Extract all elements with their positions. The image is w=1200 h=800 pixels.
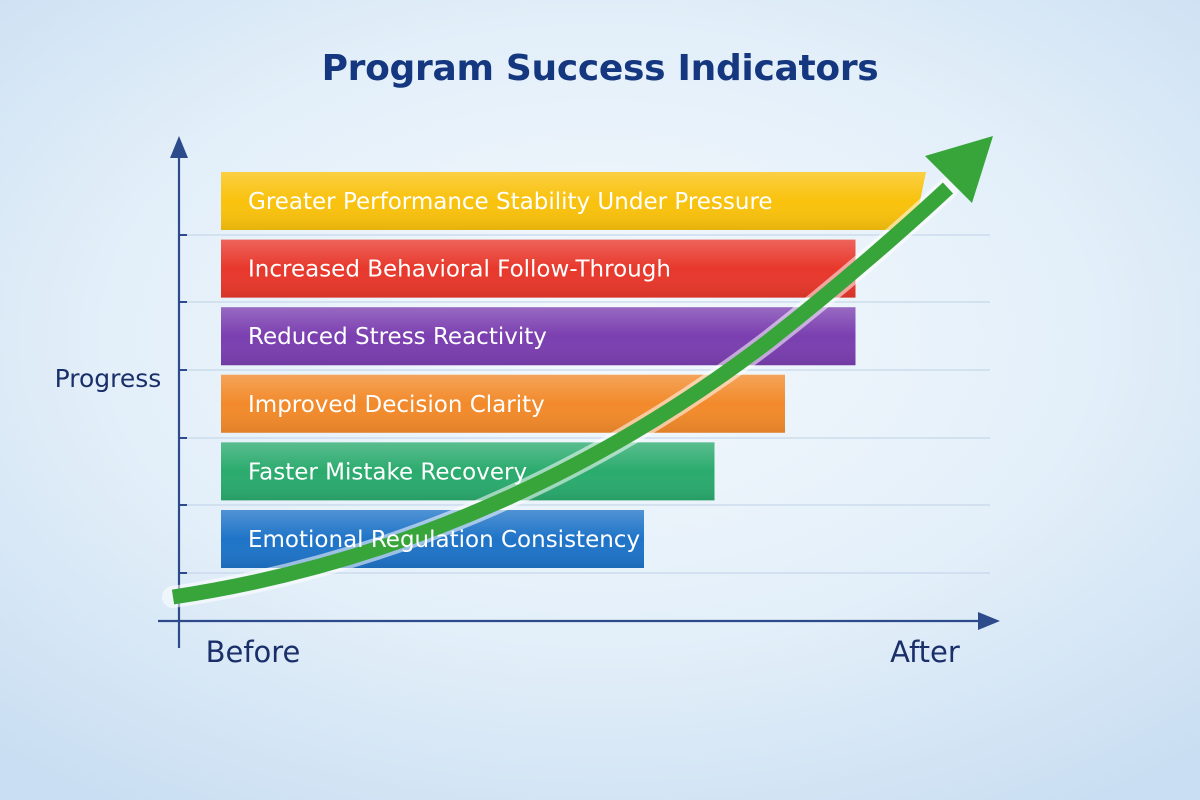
trend-arrow-shaft — [171, 182, 954, 605]
bar-label: Greater Performance Stability Under Pres… — [248, 189, 773, 215]
chart-title: Program Success Indicators — [321, 48, 879, 89]
bar-shading — [221, 239, 856, 298]
x-axis-arrowhead — [978, 612, 1000, 630]
bar-shading — [221, 307, 856, 366]
bar-label: Faster Mistake Recovery — [248, 459, 527, 485]
y-axis-label: Progress — [55, 364, 162, 393]
trend-arrowhead — [925, 136, 993, 203]
y-axis-arrowhead — [170, 136, 188, 158]
bar-label: Improved Decision Clarity — [248, 392, 545, 418]
axes: Progress Before After — [55, 136, 1000, 669]
trend-arrow — [162, 136, 993, 608]
x-axis-start-label: Before — [206, 635, 301, 669]
bar-labels: Greater Performance Stability Under Pres… — [248, 189, 773, 553]
bar-shading — [221, 172, 926, 230]
bar-label: Increased Behavioral Follow-Through — [248, 257, 671, 283]
x-axis-end-label: After — [890, 635, 960, 669]
bar-label: Emotional Regulation Consistency — [248, 527, 640, 553]
bar-label: Reduced Stress Reactivity — [248, 324, 547, 350]
